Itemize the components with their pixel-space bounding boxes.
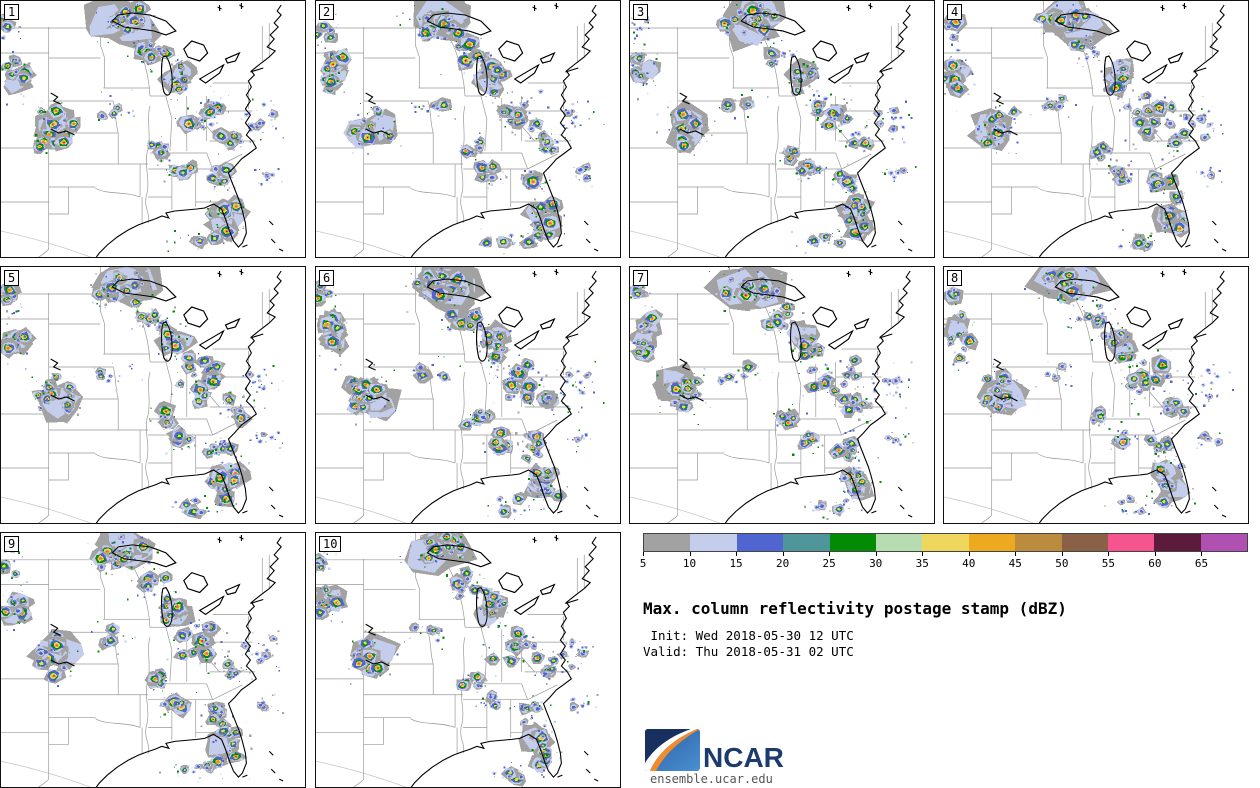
colorbar-segment-40: [968, 534, 1016, 551]
reflectivity-map: [630, 1, 917, 257]
storm-cells: [316, 267, 605, 520]
reflectivity-colorbar: [643, 533, 1248, 552]
valid-time-text: Valid: Thu 2018-05-31 02 UTC: [643, 644, 854, 659]
colorbar-tick-label: 35: [915, 557, 929, 570]
colorbar-tick-label: 25: [822, 557, 836, 570]
colorbar-tick: [1061, 552, 1063, 556]
colorbar-tick: [782, 552, 784, 556]
storm-cells: [630, 267, 914, 520]
colorbar-segment-30: [875, 534, 923, 551]
colorbar-segment-55: [1107, 534, 1155, 551]
colorbar-tick-label: 30: [869, 557, 883, 570]
storm-cells: [1, 1, 285, 252]
member-number-badge: 4: [947, 4, 963, 20]
colorbar-segment-15: [736, 534, 784, 551]
member-number-badge: 9: [4, 536, 20, 552]
colorbar-tick: [1201, 552, 1203, 556]
storm-cells: [944, 267, 1234, 516]
colorbar-segment-20: [783, 534, 830, 551]
member-number-badge: 5: [4, 270, 20, 286]
ensemble-panel-9: 9: [0, 532, 306, 788]
storm-cells: [944, 1, 1224, 253]
colorbar-segment-10: [690, 534, 737, 551]
colorbar-tick: [1108, 552, 1110, 556]
reflectivity-map: [316, 1, 605, 257]
figure-title: Max. column reflectivity postage stamp (…: [643, 599, 1067, 618]
colorbar-tick: [829, 552, 831, 556]
member-number-badge: 8: [947, 270, 963, 286]
ensemble-panel-7: 7: [629, 266, 935, 524]
colorbar-tick-label: 10: [682, 557, 697, 570]
colorbar-tick-label: 20: [775, 557, 790, 570]
site-url-text: ensemble.ucar.edu: [650, 772, 773, 786]
member-number-badge: 3: [633, 4, 649, 20]
reflectivity-map: [1, 533, 285, 787]
colorbar-tick: [643, 552, 644, 556]
member-number-badge: 2: [319, 4, 335, 20]
ensemble-panel-5: 5: [0, 266, 306, 524]
reflectivity-map: [1, 1, 285, 257]
colorbar-segment-50: [1061, 534, 1108, 551]
colorbar-tick-label: 50: [1055, 557, 1069, 570]
colorbar-tick-label: 15: [729, 557, 743, 570]
storm-cells: [316, 1, 605, 255]
reflectivity-map: [944, 267, 1234, 523]
colorbar-segment-35: [922, 534, 969, 551]
colorbar-tick-label: 55: [1101, 557, 1115, 570]
reflectivity-map: [630, 267, 914, 523]
colorbar-tick-label: 65: [1194, 557, 1209, 570]
ensemble-panel-3: 3: [629, 0, 935, 258]
colorbar-tick: [736, 552, 738, 556]
colorbar-tick: [1154, 552, 1156, 556]
colorbar-tick: [1015, 552, 1017, 556]
ensemble-panel-4: 4: [943, 0, 1249, 258]
storm-cells: [1, 533, 285, 783]
colorbar-segment-60: [1154, 534, 1201, 551]
colorbar-tick-label: 45: [1008, 557, 1022, 570]
colorbar-tick-label: 5: [639, 557, 647, 570]
reflectivity-map: [1, 267, 284, 523]
ensemble-panel-10: 10: [315, 532, 621, 788]
colorbar-tick-labels: 5 10 15 20 25 30 35 40 45 50 55 60 65: [639, 557, 1260, 572]
colorbar-tick: [968, 552, 970, 556]
colorbar-tick-label: 40: [962, 557, 976, 570]
storm-cells: [316, 533, 599, 787]
colorbar-tick: [875, 552, 877, 556]
reflectivity-map: [944, 1, 1227, 257]
colorbar-tick: [689, 552, 691, 556]
reflectivity-map: [316, 267, 605, 523]
ncar-logo-swoosh: [645, 729, 700, 771]
member-number-badge: 7: [633, 270, 649, 286]
colorbar-segment-65: [1200, 534, 1248, 551]
colorbar-tick-label: 60: [1148, 557, 1162, 570]
ensemble-panel-8: 8: [943, 266, 1249, 524]
reflectivity-map: [316, 533, 599, 787]
storm-cells: [630, 1, 917, 255]
ensemble-panel-2: 2: [315, 0, 621, 258]
ensemble-panel-1: 1: [0, 0, 306, 258]
colorbar-segment-45: [1015, 534, 1062, 551]
colorbar-ticks: [643, 552, 1248, 556]
colorbar-segment-25: [829, 534, 876, 551]
colorbar-segment-5: [644, 534, 691, 551]
ensemble-panel-6: 6: [315, 266, 621, 524]
colorbar-tick: [922, 552, 924, 556]
member-number-badge: 10: [319, 536, 342, 552]
ncar-logo: NCAR: [645, 729, 784, 773]
ncar-logo-text: NCAR: [703, 742, 784, 773]
member-number-badge: 6: [319, 270, 335, 286]
init-time-text: Init: Wed 2018-05-30 12 UTC: [643, 628, 854, 643]
member-number-badge: 1: [4, 4, 20, 20]
